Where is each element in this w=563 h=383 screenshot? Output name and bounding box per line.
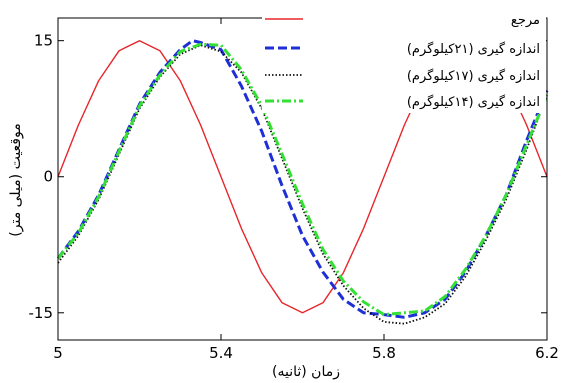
legend-label-2: اندازه گیری (۲۱کیلوگرم) [407, 41, 540, 57]
series-line-2 [56, 39, 549, 319]
y-tick-label-2: 0 [43, 168, 53, 186]
legend-label-4: اندازه گیری (۱۴کیلوگرم) [407, 94, 540, 110]
x-axis-label: زمان (ثانیه) [272, 364, 340, 380]
series-line-4 [56, 42, 549, 317]
x-tick-label-4: 6.2 [535, 344, 559, 362]
x-tick-label-1: 5 [53, 344, 63, 362]
legend-background [262, 5, 546, 113]
y-tick-label-1: 15 [34, 32, 53, 50]
x-tick-label-3: 5.8 [372, 344, 396, 362]
legend-label-1: مرجع [511, 13, 540, 28]
legend-label-3: اندازه گیری (۱۷کیلوگرم) [407, 68, 540, 84]
y-axis-label: موقعیت (میلی متر) [8, 123, 24, 236]
legend: مرجع اندازه گیری (۲۱کیلوگرم) اندازه گیری (… [262, 5, 546, 113]
y-tick-label-3: -15 [29, 304, 54, 322]
x-tick-label-2: 5.4 [209, 344, 233, 362]
ticks-layer: 5 5.4 5.8 6.2 15 0 -15 [29, 18, 559, 362]
